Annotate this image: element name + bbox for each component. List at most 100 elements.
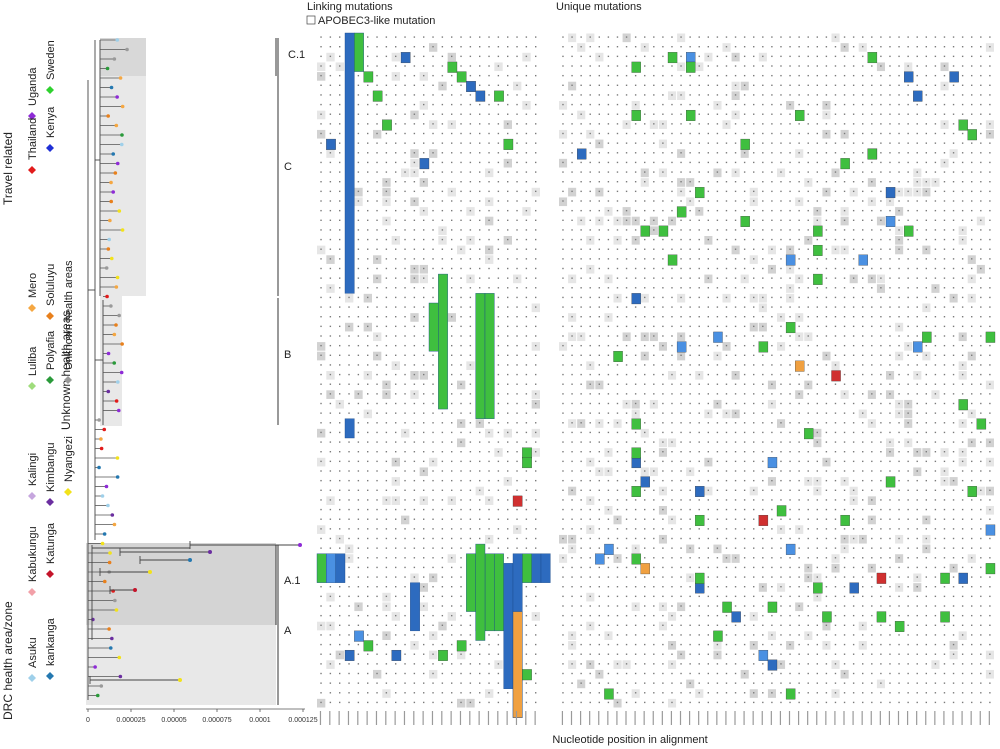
base-cell	[598, 316, 601, 318]
base-cell	[698, 508, 700, 511]
base-cell	[535, 316, 537, 318]
base-cell	[807, 557, 809, 559]
base-cell	[376, 547, 378, 549]
base-cell	[852, 383, 855, 385]
base-cell	[980, 123, 982, 125]
base-cell	[698, 634, 700, 636]
base-cell	[535, 537, 537, 540]
base-cell	[825, 36, 828, 38]
base-cell	[385, 306, 388, 308]
base-cell	[598, 470, 601, 472]
base-cell	[413, 682, 416, 684]
base-cell	[376, 479, 378, 482]
base-cell	[607, 238, 610, 241]
base-cell	[843, 296, 846, 299]
mutation-cell	[382, 119, 392, 131]
base-cell	[871, 123, 873, 125]
base-cell	[825, 383, 828, 385]
base-cell	[653, 36, 655, 38]
base-cell	[580, 267, 582, 270]
base-cell	[367, 460, 369, 463]
base-cell	[816, 258, 819, 260]
mutation-cell	[447, 61, 458, 73]
base-cell	[980, 55, 982, 58]
base-cell	[404, 123, 406, 125]
base-cell	[339, 383, 341, 385]
base-cell	[798, 277, 800, 279]
base-cell	[469, 306, 472, 308]
base-cell	[625, 325, 628, 328]
base-cell	[423, 267, 425, 270]
base-cell	[862, 470, 864, 472]
base-cell	[571, 316, 573, 318]
base-cell	[907, 528, 909, 530]
base-cell	[634, 200, 637, 202]
base-cell	[834, 364, 837, 366]
base-cell	[789, 508, 791, 511]
base-cell	[698, 200, 700, 202]
base-cell	[607, 103, 610, 106]
base-cell	[689, 296, 691, 299]
base-cell	[395, 566, 397, 569]
base-cell	[807, 586, 809, 588]
base-cell	[460, 238, 462, 241]
base-cell	[698, 316, 700, 318]
base-cell	[404, 383, 406, 385]
tree-tip	[119, 370, 124, 375]
base-cell	[898, 576, 900, 578]
base-cell	[961, 614, 964, 617]
base-cell	[348, 316, 350, 318]
base-cell	[753, 547, 755, 549]
base-cell	[725, 267, 728, 270]
base-cell	[762, 605, 764, 607]
base-cell	[562, 614, 564, 617]
base-cell	[971, 219, 973, 221]
base-cell	[413, 200, 416, 202]
base-cell	[980, 36, 982, 38]
base-cell	[571, 441, 573, 443]
base-cell	[889, 325, 891, 328]
base-cell	[329, 412, 332, 414]
base-cell	[525, 325, 528, 328]
base-cell	[789, 364, 791, 366]
base-cell	[376, 586, 378, 588]
base-cell	[469, 364, 472, 366]
base-cell	[653, 566, 655, 569]
tree-tip	[105, 66, 110, 71]
base-cell	[413, 287, 416, 289]
legend-label: kankanga	[45, 617, 57, 666]
base-cell	[689, 219, 691, 221]
base-cell	[460, 36, 462, 38]
base-cell	[451, 441, 453, 443]
base-cell	[980, 142, 982, 144]
base-cell	[780, 74, 782, 77]
base-cell	[671, 65, 673, 67]
base-cell	[535, 595, 537, 598]
base-cell	[707, 200, 710, 202]
base-cell	[680, 238, 682, 241]
base-cell	[535, 518, 537, 520]
base-cell	[348, 547, 350, 549]
base-cell	[329, 499, 332, 501]
base-cell	[395, 344, 397, 347]
base-cell	[880, 161, 882, 164]
base-cell	[625, 65, 628, 67]
base-cell	[771, 528, 773, 530]
base-cell	[825, 113, 828, 115]
base-cell	[413, 161, 416, 164]
base-cell	[607, 209, 610, 212]
base-cell	[843, 373, 846, 376]
base-cell	[961, 595, 964, 598]
base-cell	[562, 653, 564, 655]
base-cell	[339, 528, 341, 530]
base-cell	[816, 238, 819, 241]
mutation-cell	[512, 495, 523, 507]
base-cell	[357, 701, 360, 704]
base-cell	[653, 344, 655, 347]
base-cell	[889, 547, 891, 549]
base-cell	[762, 508, 764, 511]
base-cell	[589, 451, 591, 453]
base-cell	[753, 277, 755, 279]
base-cell	[497, 499, 500, 501]
base-cell	[662, 65, 664, 67]
